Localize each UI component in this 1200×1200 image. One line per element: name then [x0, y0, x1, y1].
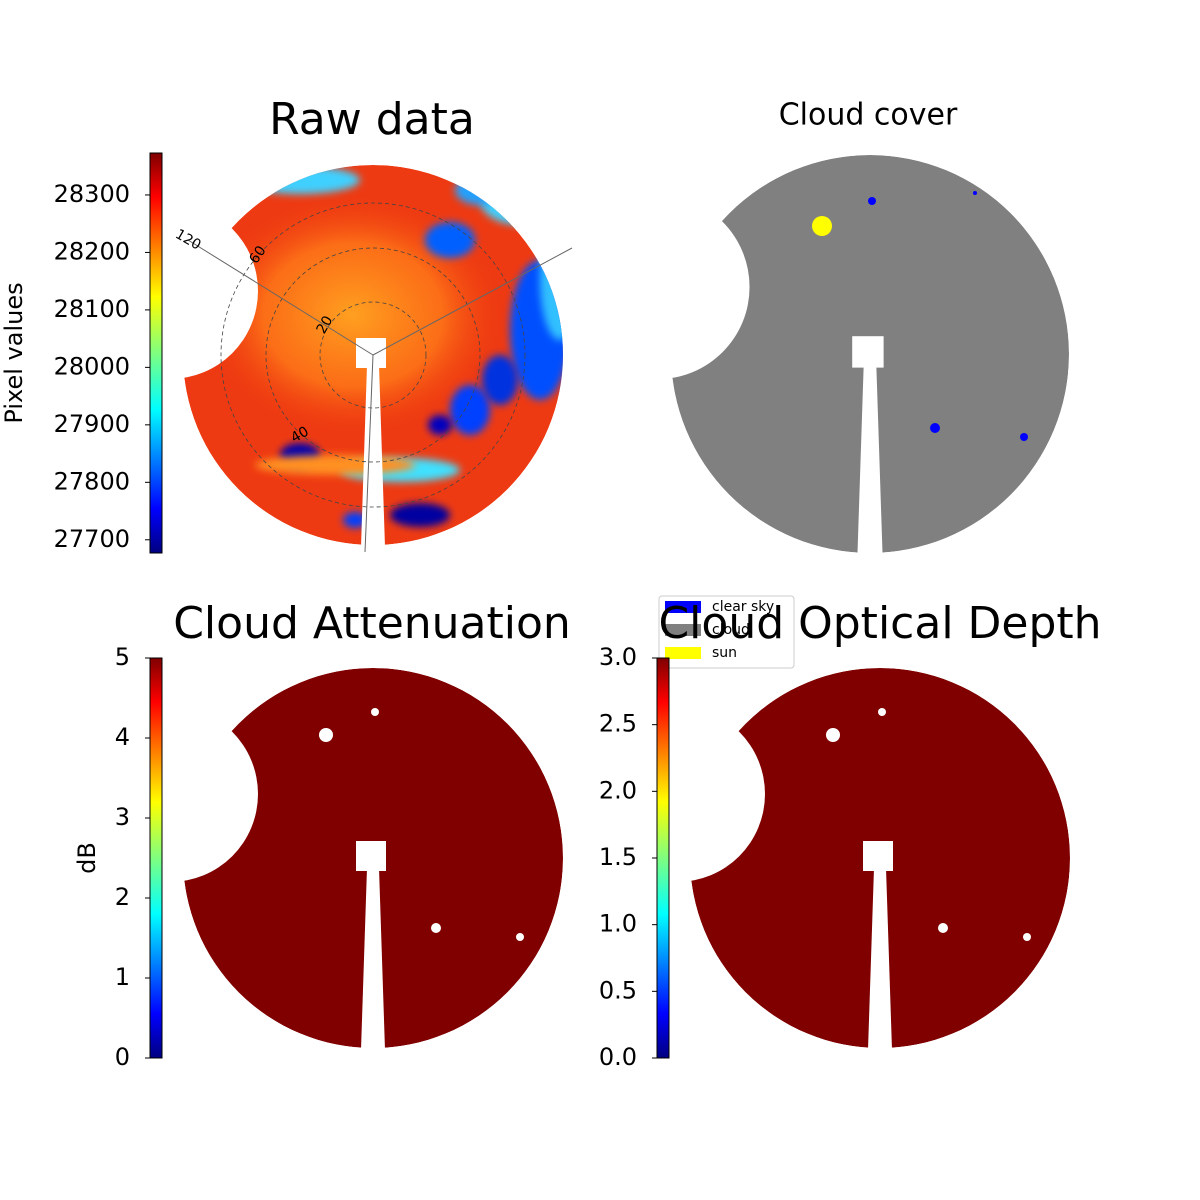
colorbar — [656, 657, 670, 1059]
colorbar — [149, 657, 163, 1059]
clear-spot — [930, 423, 940, 433]
colorbar-tick-label: 5 — [115, 643, 130, 671]
mask-hole — [826, 728, 840, 742]
colorbar-tick-label: 1.5 — [599, 843, 637, 871]
mask-pole-top — [863, 841, 893, 871]
mask-hole — [371, 708, 379, 716]
colorbar-tick-label: 0 — [115, 1043, 130, 1071]
mask-notch — [82, 706, 258, 882]
mask-pole — [857, 364, 883, 555]
colorbar-tick-label: 28300 — [54, 180, 130, 208]
colorbar-tick-label: 28000 — [54, 352, 130, 380]
mask-hole — [878, 708, 886, 716]
sky-patch — [240, 166, 360, 194]
sky-core — [203, 195, 503, 435]
mask-notch — [565, 194, 750, 380]
colorbar-tick-label: 27800 — [54, 467, 130, 495]
legend: clear sky cloud sun — [658, 595, 795, 669]
legend-label: sun — [712, 645, 737, 661]
colorbar-tick-label: 27900 — [54, 410, 130, 438]
mask-hole — [1023, 933, 1031, 941]
mask-pole — [361, 868, 385, 1050]
colorbar-tick-label: 0.5 — [599, 976, 637, 1004]
legend-swatch — [665, 624, 701, 636]
mask-notch — [82, 203, 258, 379]
panel-title: Cloud Attenuation — [173, 598, 571, 649]
mask-hole — [431, 923, 441, 933]
mask-hole — [319, 728, 333, 742]
panel: 0 1 2 3 4 5 dB — [73, 643, 563, 1071]
panel-title: Raw data — [269, 94, 475, 145]
ring-label: 40 — [288, 424, 311, 447]
legend-label: clear sky — [712, 599, 774, 615]
panel: 0.0 0.5 1.0 1.5 2.0 2.5 3.0 — [589, 643, 1070, 1071]
sky-patch — [455, 175, 505, 205]
mask-pole-top — [356, 841, 386, 871]
colorbar-tick-label: 4 — [115, 723, 130, 751]
polar-ring — [319, 301, 427, 409]
colorbar-label: Pixel values — [0, 282, 28, 423]
sky-patch — [480, 175, 560, 225]
colorbar-tick-label: 2.0 — [599, 776, 637, 804]
colorbar-tick-label: 2 — [115, 883, 130, 911]
sun — [812, 216, 832, 236]
legend-label: cloud — [712, 622, 750, 638]
sky-patch — [343, 512, 367, 528]
mask-notch — [589, 706, 765, 882]
sky-patch — [482, 355, 518, 405]
clear-spot — [973, 191, 977, 195]
polar-spoke — [372, 247, 573, 356]
colorbar-tick-label: 1.0 — [599, 910, 637, 938]
colorbar-tick-label: 1 — [115, 963, 130, 991]
legend-swatch — [665, 647, 701, 659]
legend-swatch — [665, 601, 701, 613]
mask-pole-top — [852, 336, 884, 368]
colorbar-tick-label: 2.5 — [599, 710, 637, 738]
sky-patch — [425, 222, 475, 258]
polar-ring — [265, 247, 481, 463]
colorbar-tick-label: 3 — [115, 803, 130, 831]
sky-patch — [255, 455, 415, 475]
clear-spot — [868, 197, 876, 205]
ring-label: 20 — [314, 313, 337, 336]
colorbar-tick-label: 0.0 — [599, 1043, 637, 1071]
polar-ring — [220, 202, 526, 508]
colorbar-tick-label: 27700 — [54, 525, 130, 553]
sky-patch — [390, 503, 450, 527]
colorbar-tick-label: 28200 — [54, 237, 130, 265]
panel-title: Cloud Optical Depth — [658, 598, 1101, 649]
sky-patch — [428, 415, 452, 435]
clear-spot — [1020, 433, 1028, 441]
panel — [565, 155, 1069, 555]
sky-patch — [450, 385, 490, 435]
mask-hole — [938, 923, 948, 933]
polar-spoke — [364, 354, 374, 553]
colorbar-tick-label: 28100 — [54, 295, 130, 323]
panel: 2040601202770027800279002800028100282002… — [0, 152, 573, 554]
mask-pole-top — [356, 338, 386, 368]
polar-spoke — [187, 239, 374, 356]
panel-title: Cloud cover — [779, 98, 958, 133]
mask-hole — [516, 933, 524, 941]
mask-pole — [868, 868, 892, 1050]
colorbar — [149, 152, 163, 554]
colorbar-tick-label: 3.0 — [599, 643, 637, 671]
colorbar-label: dB — [73, 842, 101, 874]
